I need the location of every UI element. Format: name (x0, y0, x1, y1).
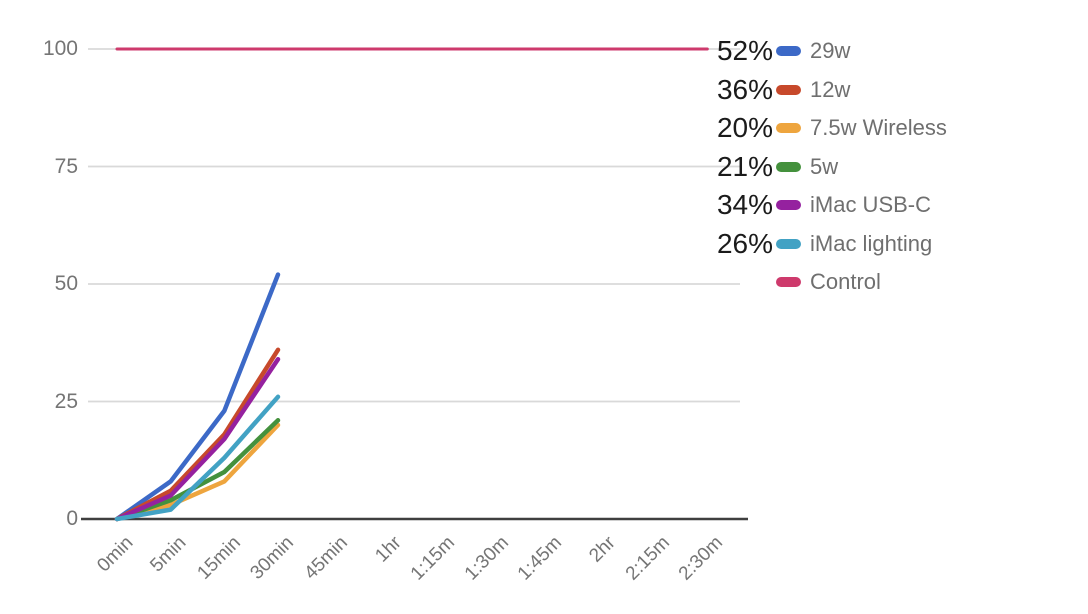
series-line-29w (114, 272, 281, 522)
legend-series-label: 29w (810, 38, 851, 63)
legend-series-label: 7.5w Wireless (810, 115, 947, 140)
legend-swatch-icon (776, 46, 801, 56)
legend-series-label: iMac lighting (810, 230, 933, 256)
legend-series-label: 5w (810, 153, 839, 179)
y-axis-label: 0 (66, 507, 78, 530)
legend-swatch-icon (776, 200, 801, 210)
series-line-imac-usb-c (114, 356, 281, 522)
legend-series-label: iMac USB-C (810, 192, 932, 217)
legend-swatch-icon (776, 238, 801, 249)
legend-final-value: 21% (716, 150, 773, 182)
y-axis-label: 50 (54, 272, 78, 295)
legend-swatch-icon (776, 123, 801, 133)
legend-final-value: 20% (716, 112, 773, 143)
legend-series-label: Control (810, 269, 881, 294)
legend-series-label: 12w (810, 76, 851, 102)
legend-swatch-icon (776, 161, 801, 172)
legend-final-value: 34% (716, 189, 773, 220)
legend-swatch-icon (776, 84, 801, 95)
legend-swatch-icon (776, 277, 801, 287)
y-axis-label: 25 (54, 389, 78, 413)
legend-final-value: 26% (716, 227, 773, 259)
series-line-imac-lighting (114, 394, 281, 522)
legend-final-value: 52% (716, 35, 773, 66)
y-axis-label: 75 (54, 154, 78, 178)
y-axis-label: 100 (42, 37, 78, 60)
legend-final-value: 36% (716, 73, 773, 105)
